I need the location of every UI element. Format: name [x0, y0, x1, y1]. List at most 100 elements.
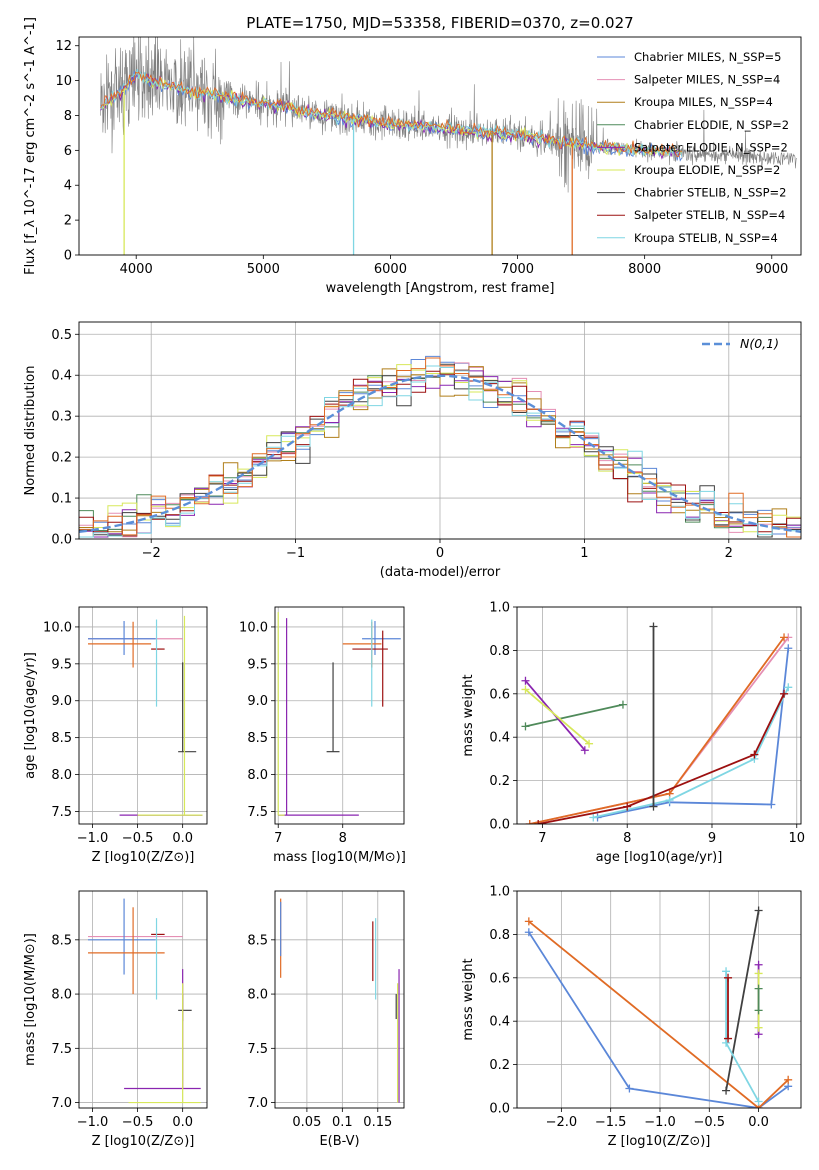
- y-tick-label: 7.5: [247, 805, 268, 820]
- weight-series-line: [524, 688, 590, 745]
- y-axis-label: mass weight: [461, 958, 476, 1040]
- y-tick-label: 0.8: [489, 644, 510, 659]
- y-tick-label: 8.0: [247, 768, 268, 783]
- x-tick-label: −0.5: [122, 831, 154, 846]
- y-tick-label: 0: [64, 249, 72, 264]
- x-tick-label: −1.0: [77, 1115, 109, 1130]
- weight-point-marker: [754, 984, 763, 993]
- x-tick-label: −2: [142, 546, 161, 561]
- y-tick-label: 2: [64, 214, 72, 229]
- axes-frame: [274, 606, 405, 825]
- weight-point-marker: [524, 917, 533, 926]
- x-tick-label: 7: [274, 831, 282, 846]
- weight-point-marker: [521, 722, 530, 731]
- plot-area: [517, 891, 801, 1108]
- y-tick-label: 0.8: [489, 928, 510, 943]
- weight-point-marker: [754, 1097, 763, 1106]
- x-axis-label: Z [log10(Z/Z⊙)]: [608, 1134, 711, 1149]
- x-axis-label: Z [log10(Z/Z⊙)]: [92, 850, 195, 865]
- weight-point-marker: [784, 644, 793, 653]
- weight-point-marker: [754, 906, 763, 915]
- plot-content: [277, 612, 401, 816]
- panel-residuals: −2 −1 0 1 2 0.0 0.1 0.2 0.3 0.4 0.5 (data-model)/er…: [23, 322, 801, 580]
- weight-series-line: [525, 703, 624, 728]
- legend-label: Chabrier MILES, N_SSP=5: [634, 50, 781, 64]
- weight-point-marker: [722, 1086, 731, 1095]
- x-tick-label: 9000: [755, 262, 788, 277]
- x-tick-label: 9: [708, 831, 716, 846]
- weight-series-line: [538, 693, 785, 824]
- y-tick-label: 0.1: [51, 492, 72, 507]
- plot-area: [79, 891, 207, 1108]
- weight-point-marker: [585, 739, 594, 748]
- plot-content: [79, 355, 801, 538]
- weight-point-marker: [767, 800, 776, 809]
- x-tick-label: −0.5: [694, 1115, 726, 1130]
- weight-point-marker: [722, 1038, 731, 1047]
- weight-point-marker: [625, 1084, 634, 1093]
- axes-frame: [516, 890, 802, 1109]
- y-tick-label: 1.0: [489, 601, 510, 616]
- legend-label: Chabrier STELIB, N_SSP=2: [634, 186, 786, 200]
- weight-series-line: [725, 910, 760, 1091]
- y-tick-label: 8: [64, 109, 72, 124]
- weight-series-line: [528, 931, 789, 1108]
- y-tick-label: 0.2: [489, 1058, 510, 1073]
- y-axis-label: Flux [f_λ 10^-17 erg cm^-2 s^-1 A^-1]: [23, 17, 38, 275]
- x-axis-label: age [log10(age/yr)]: [596, 850, 723, 865]
- y-tick-label: 12: [55, 39, 72, 54]
- x-axis-label: mass [log10(M/M⊙)]: [273, 850, 406, 865]
- x-tick-label: −1.5: [595, 1115, 627, 1130]
- weight-point-marker: [784, 683, 793, 692]
- legend-label: Salpeter ELODIE, N_SSP=2: [634, 140, 788, 154]
- x-tick-label: 8: [339, 831, 347, 846]
- y-tick-label: 7.5: [247, 1042, 268, 1057]
- plot-content: [88, 898, 201, 1104]
- plot-area: [275, 891, 404, 1108]
- y-axis-label: mass weight: [461, 674, 476, 756]
- weight-point-marker: [780, 633, 789, 642]
- weight-series-line: [593, 686, 790, 819]
- weight-point-marker: [649, 622, 658, 631]
- legend-label: Kroupa MILES, N_SSP=4: [634, 95, 773, 109]
- y-tick-label: 4: [64, 179, 72, 194]
- plot-area: [79, 607, 207, 824]
- legend-label: Kroupa STELIB, N_SSP=4: [634, 231, 778, 245]
- axes-frame: [78, 321, 802, 540]
- y-axis-label: age [log10(age/yr)]: [23, 652, 38, 779]
- x-axis-label: E(B-V): [319, 1134, 359, 1149]
- x-tick-label: −2.0: [546, 1115, 578, 1130]
- x-tick-label: 0.1: [332, 1115, 353, 1130]
- x-tick-label: 6000: [374, 262, 407, 277]
- weight-point-marker: [649, 802, 658, 811]
- x-tick-label: 5000: [247, 262, 280, 277]
- y-tick-label: 0.2: [51, 451, 72, 466]
- weight-point-marker: [724, 1034, 733, 1043]
- weight-series-line: [528, 920, 789, 1108]
- x-tick-label: 7000: [501, 262, 534, 277]
- y-tick-label: 0.6: [489, 971, 510, 986]
- histogram-series: [79, 365, 801, 538]
- panel-mass_vs_Z: −1.0 −0.5 0.0 7.0 7.5 8.0 8.5 Z [log10(Z/Z⊙)] ma…: [23, 891, 207, 1149]
- y-tick-label: 0.0: [51, 533, 72, 548]
- y-tick-label: 10: [55, 74, 72, 89]
- x-axis-label: (data-model)/error: [380, 565, 501, 580]
- legend-label: Chabrier ELODIE, N_SSP=2: [634, 118, 789, 132]
- y-tick-label: 8.0: [51, 988, 72, 1003]
- x-tick-label: 7: [538, 831, 546, 846]
- normal-curve: [79, 374, 801, 533]
- weight-point-marker: [589, 813, 598, 822]
- y-tick-label: 0.6: [489, 687, 510, 702]
- weight-point-marker: [780, 689, 789, 698]
- x-tick-label: 4000: [120, 262, 153, 277]
- weight-point-marker: [665, 796, 674, 805]
- weight-point-marker: [722, 967, 731, 976]
- x-tick-label: −1.0: [77, 831, 109, 846]
- x-axis-label: wavelength [Angstrom, rest frame]: [326, 281, 555, 296]
- legend-label: Salpeter MILES, N_SSP=4: [634, 73, 780, 87]
- x-tick-label: 10: [788, 831, 805, 846]
- weight-point-marker: [754, 969, 763, 978]
- y-tick-label: 0.3: [51, 410, 72, 425]
- weight-point-marker: [521, 676, 530, 685]
- weight-point-marker: [618, 700, 627, 709]
